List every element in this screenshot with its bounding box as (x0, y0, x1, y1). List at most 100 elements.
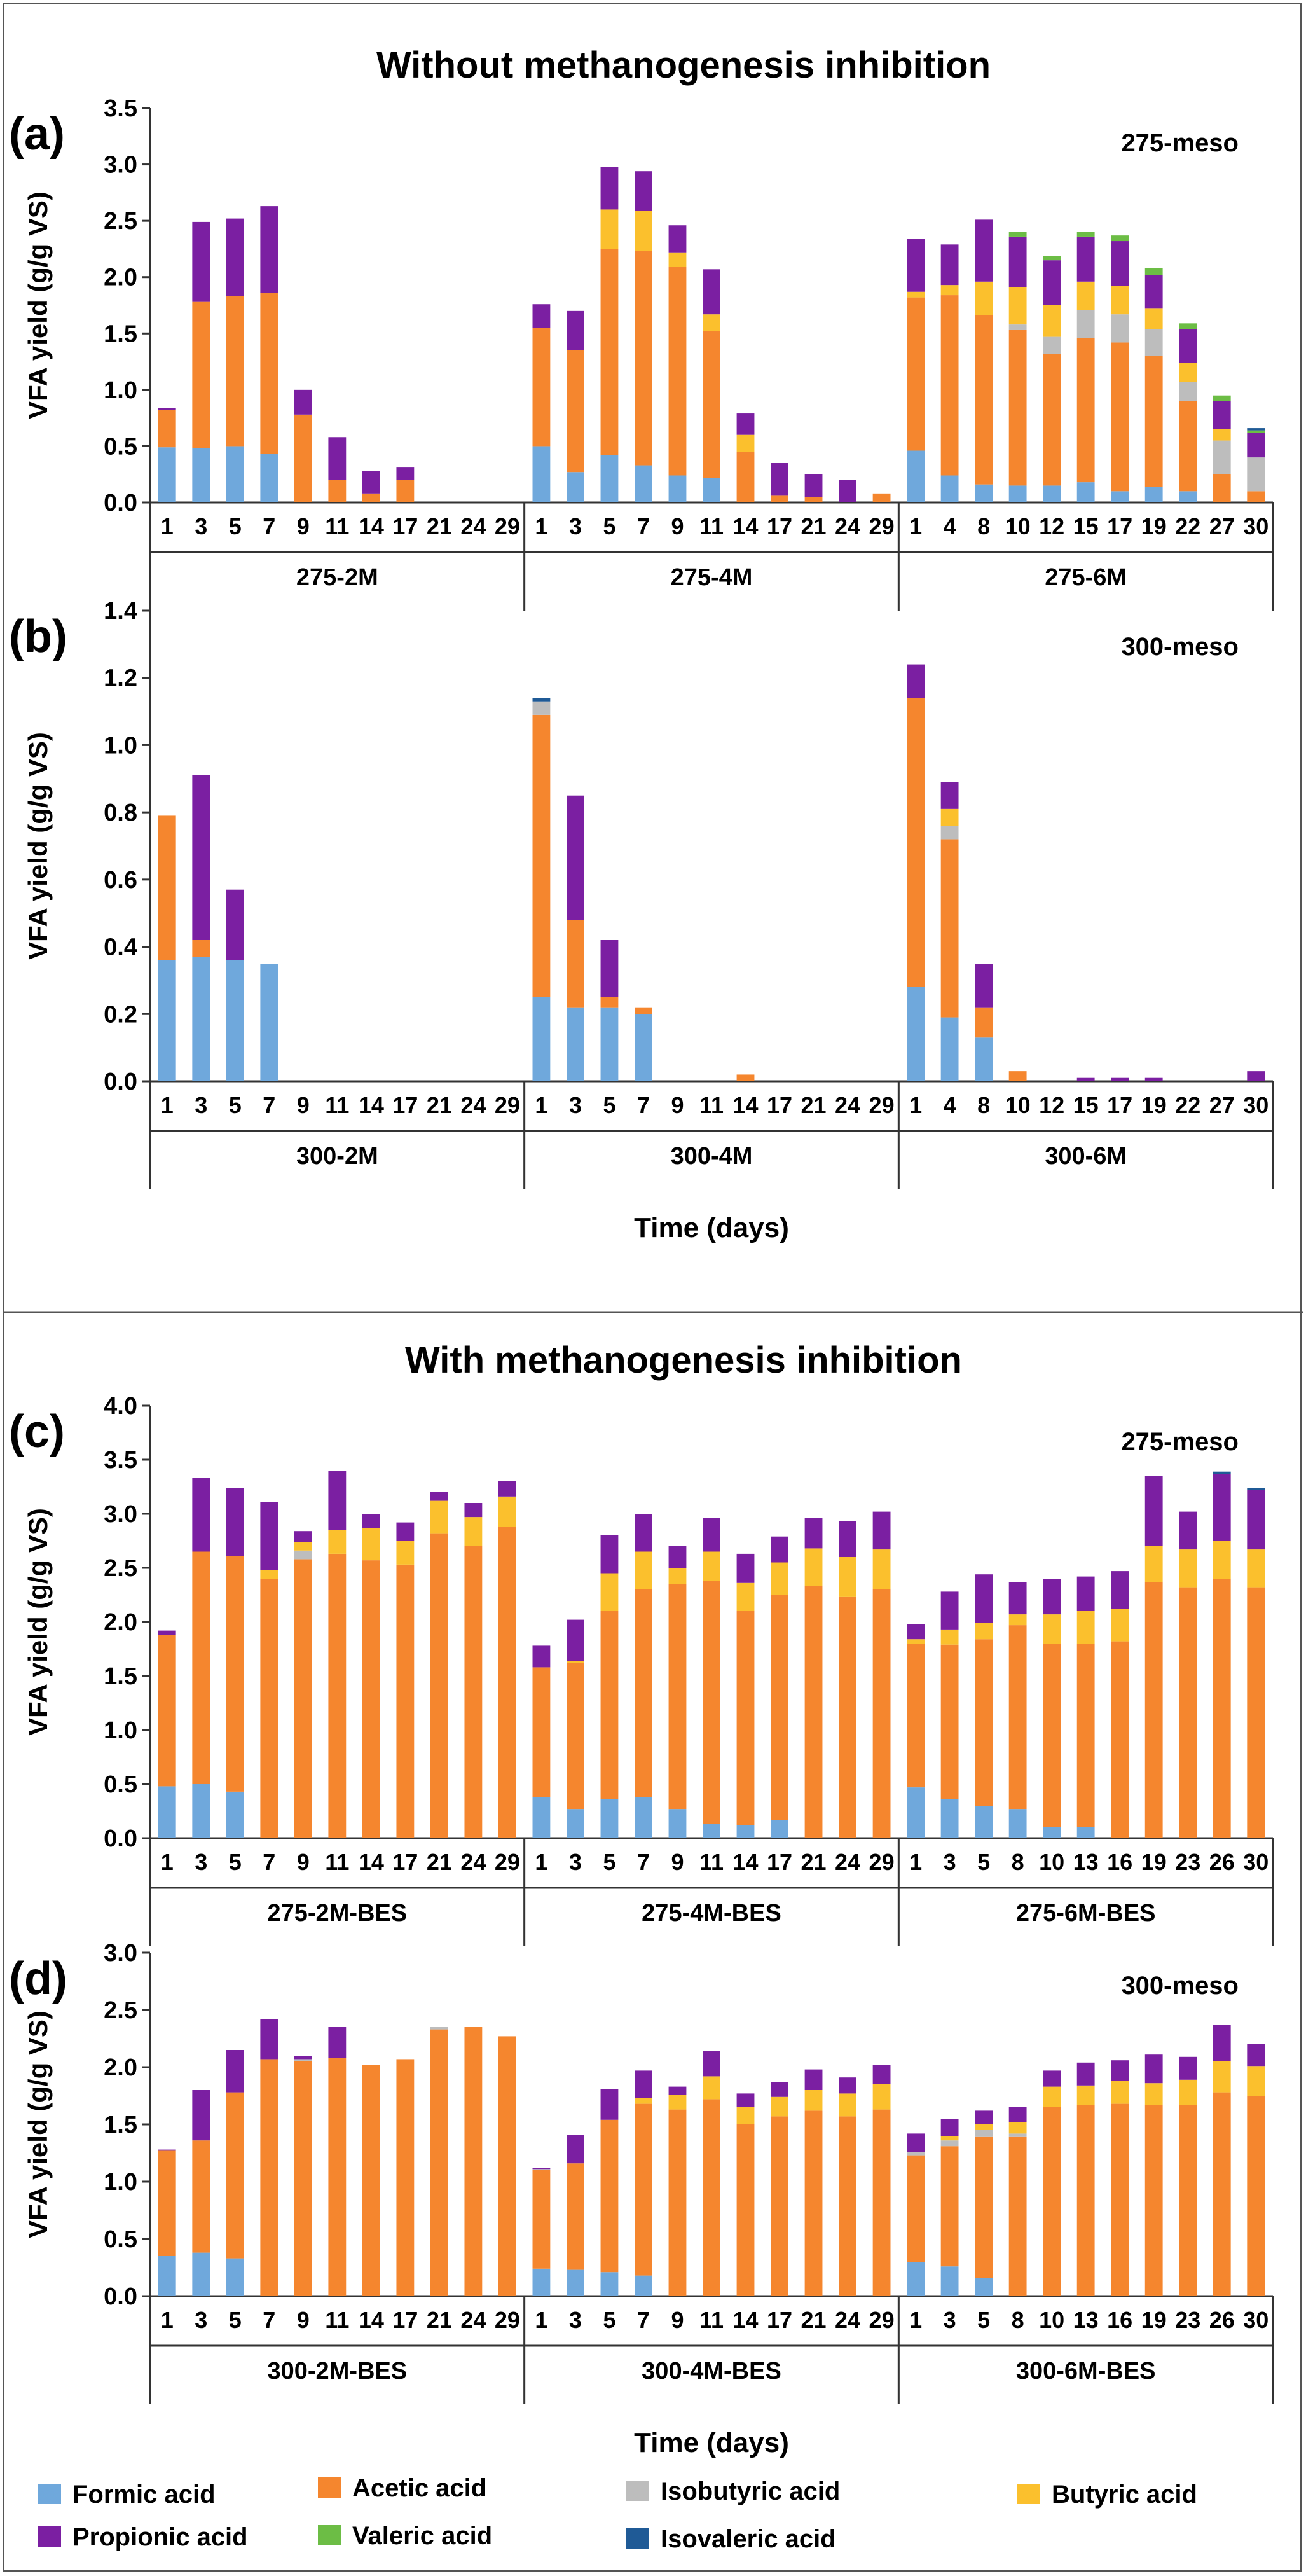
bar-segment-acetic-acid (736, 2124, 755, 2296)
bar-segment-acetic-acid (567, 2163, 584, 2270)
bar-segment-formic-acid (907, 2262, 925, 2296)
x-tick-label: 19 (1141, 1849, 1167, 1875)
bar-segment-valeric-acid (1213, 395, 1231, 401)
bar-segment-butyric-acid (635, 211, 652, 251)
x-tick-label: 8 (977, 513, 990, 539)
bar-group-275-4M: 1 3 5 7 9 11 14 17 21 24 29 275-4M (532, 167, 895, 591)
x-tick-label: 17 (767, 2307, 792, 2333)
y-tick-label: 1.0 (104, 377, 137, 404)
bar-segment-propionic-acid (940, 782, 959, 809)
bar-segment-propionic-acid (600, 167, 619, 210)
legend-label: Propionic acid (72, 2523, 248, 2551)
bar-segment-propionic-acid (839, 480, 856, 502)
bar-segment-formic-acid (226, 1791, 244, 1838)
x-tick-label: 17 (392, 2307, 418, 2333)
bar-segment-acetic-acid (1179, 1587, 1197, 1838)
x-tick-label: 17 (392, 1849, 418, 1875)
bar-segment-acetic-acid (260, 293, 278, 454)
y-axis-label: VFA yield (g/g VS) (23, 191, 53, 419)
y-tick-label: 2.0 (104, 1609, 137, 1636)
bar-segment-propionic-acid (1213, 2025, 1231, 2061)
bar-segment-propionic-acid (907, 239, 925, 292)
x-tick-label: 21 (427, 513, 452, 539)
y-axis-label: VFA yield (g/g VS) (23, 1508, 53, 1736)
bar-segment-formic-acid (975, 1037, 993, 1081)
bar-segment-butyric-acid (1076, 1611, 1095, 1644)
x-tick-label: 24 (835, 1092, 860, 1118)
bar-segment-acetic-acid (464, 1546, 483, 1838)
bar-segment-formic-acid (668, 475, 687, 502)
legend-swatch (38, 2526, 61, 2547)
bar-segment-isobutyric-acid (1008, 2133, 1027, 2137)
bar-segment-acetic-acid (1008, 329, 1027, 486)
bar-segment-propionic-acid (1043, 260, 1061, 305)
x-tick-label: 16 (1107, 2307, 1132, 2333)
group-label: 275-6M-BES (1016, 1900, 1156, 1927)
x-tick-label: 9 (671, 2307, 684, 2333)
bar-segment-propionic-acid (907, 664, 925, 698)
x-tick-label: 17 (1107, 1092, 1132, 1118)
bar-segment-formic-acid (975, 2278, 993, 2296)
y-tick-label: 1.5 (104, 1663, 137, 1690)
x-tick-label: 5 (229, 513, 242, 539)
bar-segment-isovaleric-acid (1247, 428, 1265, 431)
bar-segment-butyric-acid (907, 1639, 925, 1644)
bar-segment-propionic-acid (940, 244, 959, 286)
x-tick-label: 7 (263, 1092, 275, 1118)
bar-segment-propionic-acid (294, 2056, 312, 2060)
bar-segment-acetic-acid (328, 1553, 347, 1838)
bar-segment-butyric-acid (1111, 286, 1129, 315)
bar-segment-formic-acid (975, 1806, 993, 1838)
bar-segment-isobutyric-acid (940, 2140, 959, 2147)
bar-group-300-6M: 1 4 8 10 12 15 17 19 22 27 30 300-6M (907, 664, 1268, 1170)
bar-segment-propionic-acid (703, 1518, 720, 1552)
bar-segment-formic-acid (192, 448, 210, 502)
panel-a: (a) 275-meso 0.0 0.5 1.0 1.5 2.0 2.5 3.0 3.5 VFA y… (9, 95, 1274, 611)
x-tick-label: 9 (671, 513, 684, 539)
bar-segment-acetic-acid (668, 2109, 687, 2296)
bar-segment-propionic-acid (1213, 401, 1231, 429)
bar-segment-propionic-acid (226, 218, 244, 296)
bar-segment-acetic-acid (1144, 2105, 1163, 2296)
group-label: 300-2M-BES (268, 2358, 408, 2385)
bar-segment-propionic-acid (1111, 1077, 1129, 1081)
x-tick-label: 8 (1012, 2307, 1024, 2333)
bar-segment-butyric-acid (771, 1562, 788, 1595)
bar-segment-formic-acid (1043, 1827, 1061, 1838)
x-tick-label: 9 (671, 1092, 684, 1118)
x-tick-label: 7 (263, 1849, 275, 1875)
bar-segment-acetic-acid (294, 1559, 312, 1838)
x-tick-label: 1 (535, 513, 547, 539)
bar-segment-valeric-acid (1008, 232, 1027, 237)
y-tick-label: 0.0 (104, 2283, 137, 2310)
bar-segment-formic-acid (532, 2268, 551, 2296)
bar-segment-formic-acid (192, 2252, 210, 2296)
group-label: 300-6M-BES (1016, 2358, 1156, 2385)
bar-segment-acetic-acid (600, 997, 619, 1008)
panel-c: (c) 275-meso 0.0 0.5 1.0 1.5 2.0 2.5 3.0 3.5 4.0 VF… (9, 1393, 1274, 1946)
bar-segment-propionic-acid (1008, 1582, 1027, 1615)
section-title-top: Without methanogenesis inhibition (376, 45, 991, 86)
x-tick-label: 7 (637, 2307, 650, 2333)
bar-segment-butyric-acid (430, 1500, 448, 1534)
x-tick-label: 9 (297, 1092, 310, 1118)
bar-segment-butyric-acid (600, 209, 619, 249)
panel-annotation: 300-meso (1121, 633, 1239, 661)
x-tick-label: 27 (1209, 1092, 1235, 1118)
x-tick-label: 14 (359, 2307, 384, 2333)
y-tick-label: 0.5 (104, 2226, 137, 2253)
bar-segment-acetic-acid (872, 493, 891, 502)
bar-segment-valeric-acid (1247, 430, 1265, 433)
y-tick-label: 3.5 (104, 1447, 137, 1474)
bar-segment-acetic-acid (396, 2059, 415, 2296)
bar-segment-formic-acid (532, 997, 551, 1081)
section-title-bottom: With methanogenesis inhibition (405, 1340, 962, 1381)
bar-segment-acetic-acid (771, 2116, 788, 2296)
bar-segment-acetic-acid (192, 940, 210, 957)
bar-segment-propionic-acid (328, 1471, 347, 1530)
bar-segment-propionic-acid (703, 2051, 720, 2077)
bar-segment-butyric-acid (975, 1623, 993, 1640)
y-tick-label: 2.5 (104, 1555, 137, 1582)
x-tick-label: 1 (909, 1092, 922, 1118)
